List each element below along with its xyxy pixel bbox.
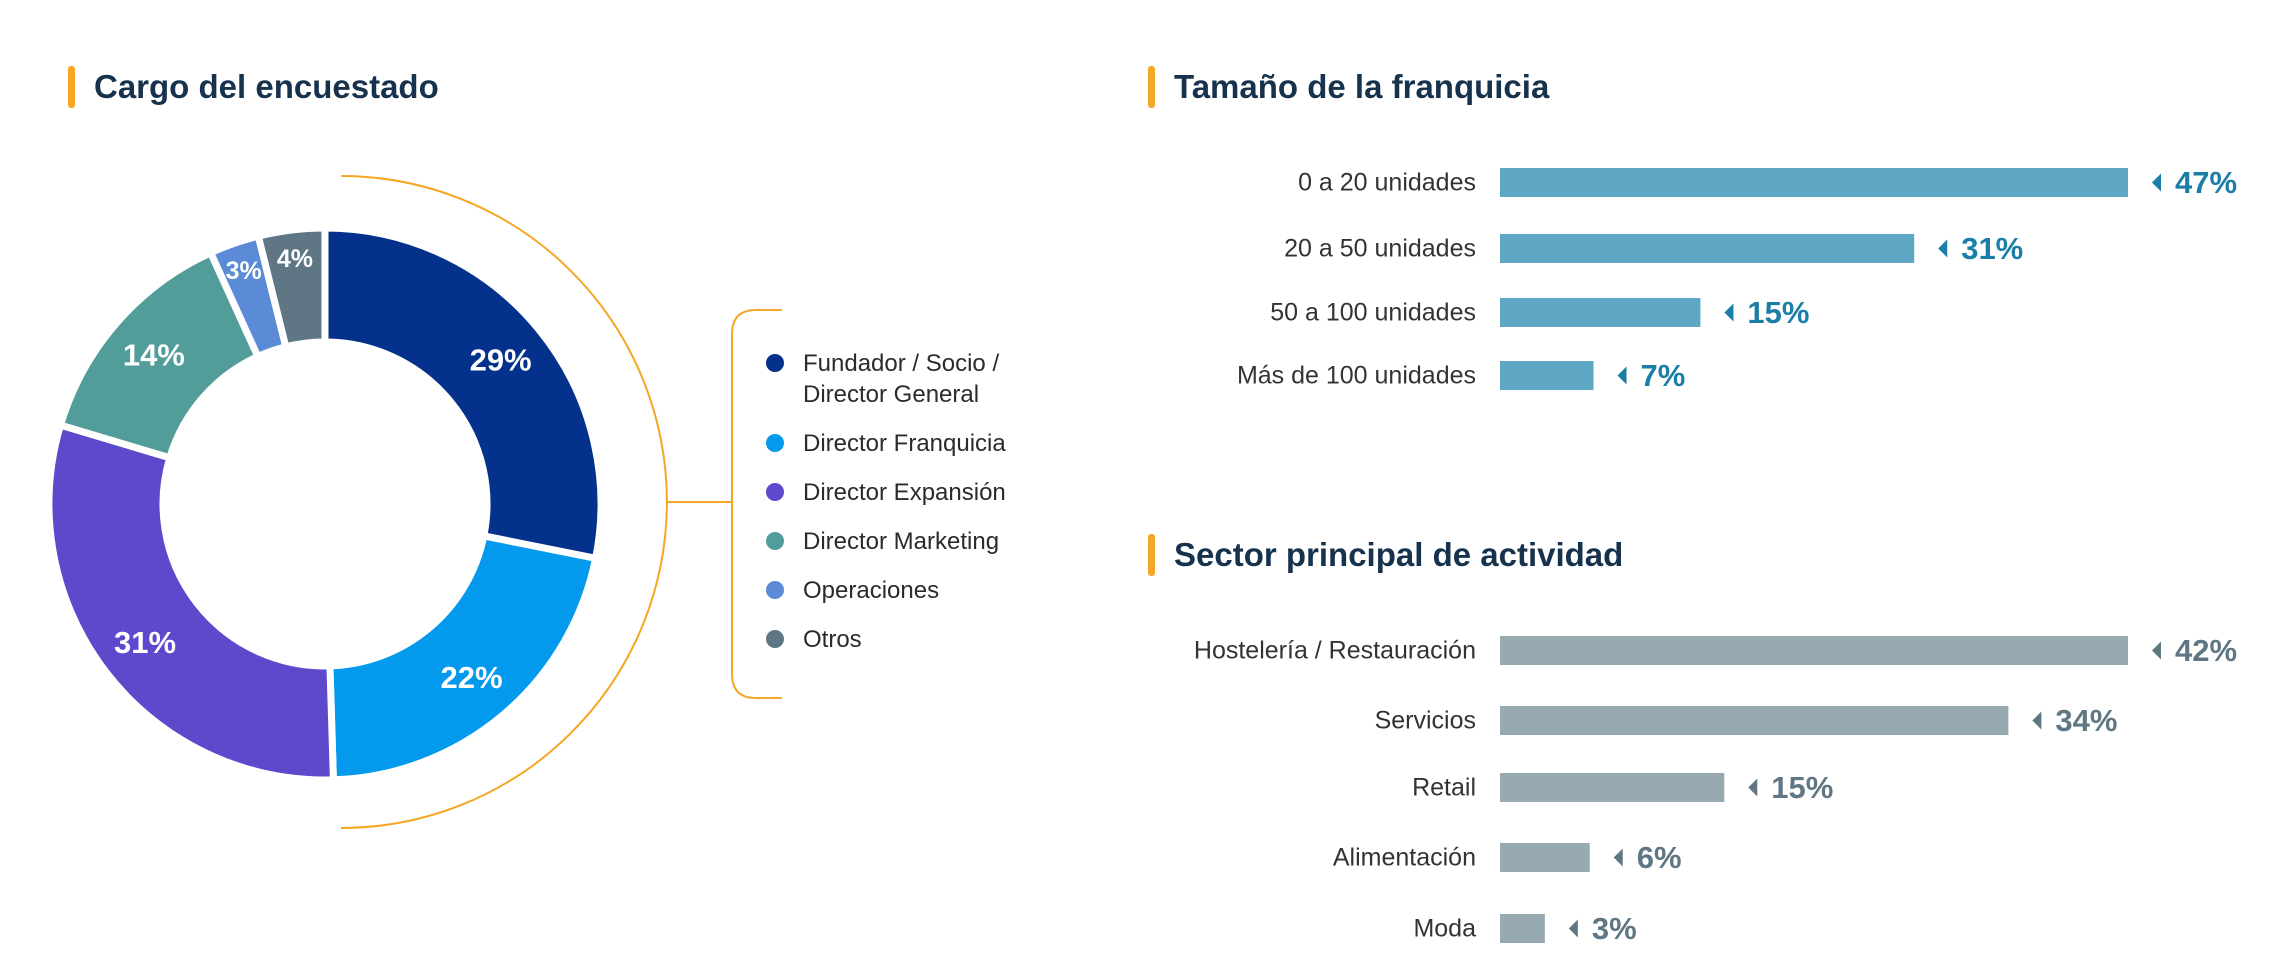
legend-label: Director General bbox=[803, 381, 979, 408]
bar-value-label: 47% bbox=[2175, 165, 2237, 200]
donut-labels: 29% 22% 31% 14% 3% 4% bbox=[114, 245, 532, 695]
donut-outer-arc bbox=[340, 175, 668, 829]
legend-bracket bbox=[731, 309, 782, 699]
legend-marker bbox=[766, 483, 784, 501]
legend-marker bbox=[766, 354, 784, 372]
sector-title: Sector principal de actividad bbox=[1148, 534, 1623, 576]
value-pointer-icon bbox=[1724, 303, 1734, 322]
bar-value-label: 6% bbox=[1637, 840, 1682, 875]
bar-value-label: 34% bbox=[2055, 703, 2117, 738]
bar bbox=[1500, 636, 2128, 665]
title-accent-bar bbox=[1148, 534, 1155, 576]
legend-item: Operaciones bbox=[766, 577, 939, 604]
slice-value-label: 29% bbox=[470, 343, 532, 378]
bar-category-label: Retail bbox=[1412, 774, 1476, 802]
value-pointer-icon bbox=[1748, 778, 1758, 797]
bar-value-label: 3% bbox=[1592, 911, 1637, 946]
bar bbox=[1500, 298, 1701, 327]
value-pointer-icon bbox=[2152, 641, 2161, 660]
value-pointer-icon bbox=[1938, 239, 1948, 258]
bar-category-label: Moda bbox=[1413, 915, 1476, 943]
sector-bar-chart: Hostelería / Restauración 42% Servicios 34%… bbox=[1194, 633, 2237, 946]
donut-slice bbox=[321, 224, 605, 563]
legend-item: Director Expansión bbox=[766, 479, 1006, 506]
legend-label: Operaciones bbox=[803, 577, 939, 604]
sector-title-text: Sector principal de actividad bbox=[1174, 536, 1624, 573]
slice-value-label: 3% bbox=[226, 257, 262, 285]
bar-row: Hostelería / Restauración 42% bbox=[1194, 633, 2237, 668]
bar-row: Retail 15% bbox=[1412, 770, 1833, 805]
bar bbox=[1500, 843, 1590, 872]
bar-category-label: 20 a 50 unidades bbox=[1284, 235, 1476, 263]
donut-slice bbox=[326, 531, 600, 784]
legend-label: Director Marketing bbox=[803, 528, 999, 555]
bar-row: 50 a 100 unidades 15% bbox=[1270, 295, 1809, 330]
legend-marker bbox=[766, 581, 784, 599]
bar-row: Alimentación 6% bbox=[1333, 840, 1682, 875]
legend-item: Director Marketing bbox=[766, 528, 999, 555]
bar bbox=[1500, 234, 1915, 263]
bar-value-label: 42% bbox=[2175, 633, 2237, 668]
cargo-title-text: Cargo del encuestado bbox=[94, 68, 439, 105]
value-pointer-icon bbox=[1613, 848, 1623, 867]
bar-category-label: 50 a 100 unidades bbox=[1270, 299, 1476, 327]
title-accent-bar bbox=[1148, 66, 1155, 108]
legend-label: Director Expansión bbox=[803, 479, 1006, 506]
value-pointer-icon bbox=[1617, 366, 1627, 385]
bar bbox=[1500, 361, 1594, 390]
bar-value-label: 15% bbox=[1771, 770, 1833, 805]
legend-marker bbox=[766, 434, 784, 452]
bar bbox=[1500, 773, 1725, 802]
bar-value-label: 7% bbox=[1641, 358, 1686, 393]
bar-category-label: 0 a 20 unidades bbox=[1298, 169, 1476, 197]
bar-value-label: 31% bbox=[1961, 231, 2023, 266]
legend-item: Otros bbox=[766, 626, 862, 653]
bar-value-label: 15% bbox=[1747, 295, 1809, 330]
bar bbox=[1500, 168, 2128, 197]
legend-marker bbox=[766, 630, 784, 648]
value-pointer-icon bbox=[2152, 173, 2161, 192]
franquicia-bar-chart: 0 a 20 unidades 47% 20 a 50 unidades 31% 50 … bbox=[1237, 165, 2237, 393]
value-pointer-icon bbox=[2032, 711, 2042, 730]
bar bbox=[1500, 914, 1545, 943]
bar bbox=[1500, 706, 2009, 735]
franquicia-title: Tamaño de la franquicia bbox=[1148, 66, 1549, 108]
bar-row: Moda 3% bbox=[1413, 911, 1636, 946]
bar-row: Servicios 34% bbox=[1375, 703, 2118, 738]
donut-slices bbox=[45, 224, 605, 784]
legend-label: Director Franquicia bbox=[803, 430, 1006, 457]
legend-label: Fundador / Socio / bbox=[803, 350, 999, 377]
cargo-donut-chart: 29% 22% 31% 14% 3% 4% Fundador / Socio / Direc… bbox=[45, 175, 1006, 829]
cargo-title: Cargo del encuestado bbox=[68, 66, 439, 108]
legend-marker bbox=[766, 532, 784, 550]
bar-category-label: Servicios bbox=[1375, 707, 1476, 735]
donut-slice bbox=[45, 420, 338, 784]
donut-slice bbox=[254, 224, 329, 352]
value-pointer-icon bbox=[1568, 919, 1578, 938]
legend-item: Fundador / Socio / Director General bbox=[766, 350, 999, 408]
bar-row: Más de 100 unidades 7% bbox=[1237, 358, 1685, 393]
title-accent-bar bbox=[68, 66, 75, 108]
bar-category-label: Alimentación bbox=[1333, 844, 1476, 872]
bar-row: 0 a 20 unidades 47% bbox=[1298, 165, 2237, 200]
franquicia-title-text: Tamaño de la franquicia bbox=[1174, 68, 1550, 105]
donut-legend: Fundador / Socio / Director General Direct… bbox=[766, 350, 1006, 653]
slice-value-label: 14% bbox=[123, 337, 185, 372]
legend-item: Director Franquicia bbox=[766, 430, 1006, 457]
slice-value-label: 31% bbox=[114, 625, 176, 660]
bar-row: 20 a 50 unidades 31% bbox=[1284, 231, 2023, 266]
slice-value-label: 4% bbox=[277, 245, 313, 273]
slice-value-label: 22% bbox=[440, 660, 502, 695]
bar-category-label: Más de 100 unidades bbox=[1237, 362, 1476, 390]
legend-label: Otros bbox=[803, 626, 862, 653]
bar-category-label: Hostelería / Restauración bbox=[1194, 637, 1476, 665]
